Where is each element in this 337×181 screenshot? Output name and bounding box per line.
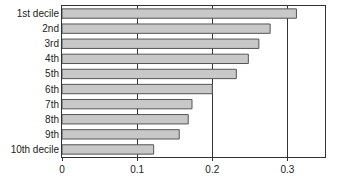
svg-text:8th: 8th — [45, 114, 59, 125]
svg-text:7th: 7th — [45, 99, 59, 110]
svg-text:2nd: 2nd — [42, 23, 59, 34]
svg-text:5th: 5th — [45, 68, 59, 79]
svg-text:0.3: 0.3 — [280, 164, 294, 175]
svg-text:3rd: 3rd — [45, 38, 59, 49]
svg-text:10th decile: 10th decile — [11, 144, 60, 155]
svg-text:0: 0 — [59, 164, 65, 175]
svg-text:1st decile: 1st decile — [17, 8, 60, 19]
svg-text:0.1: 0.1 — [130, 164, 144, 175]
svg-text:9th: 9th — [45, 129, 59, 140]
svg-text:6th: 6th — [45, 84, 59, 95]
svg-text:0.2: 0.2 — [205, 164, 219, 175]
svg-text:4th: 4th — [45, 53, 59, 64]
